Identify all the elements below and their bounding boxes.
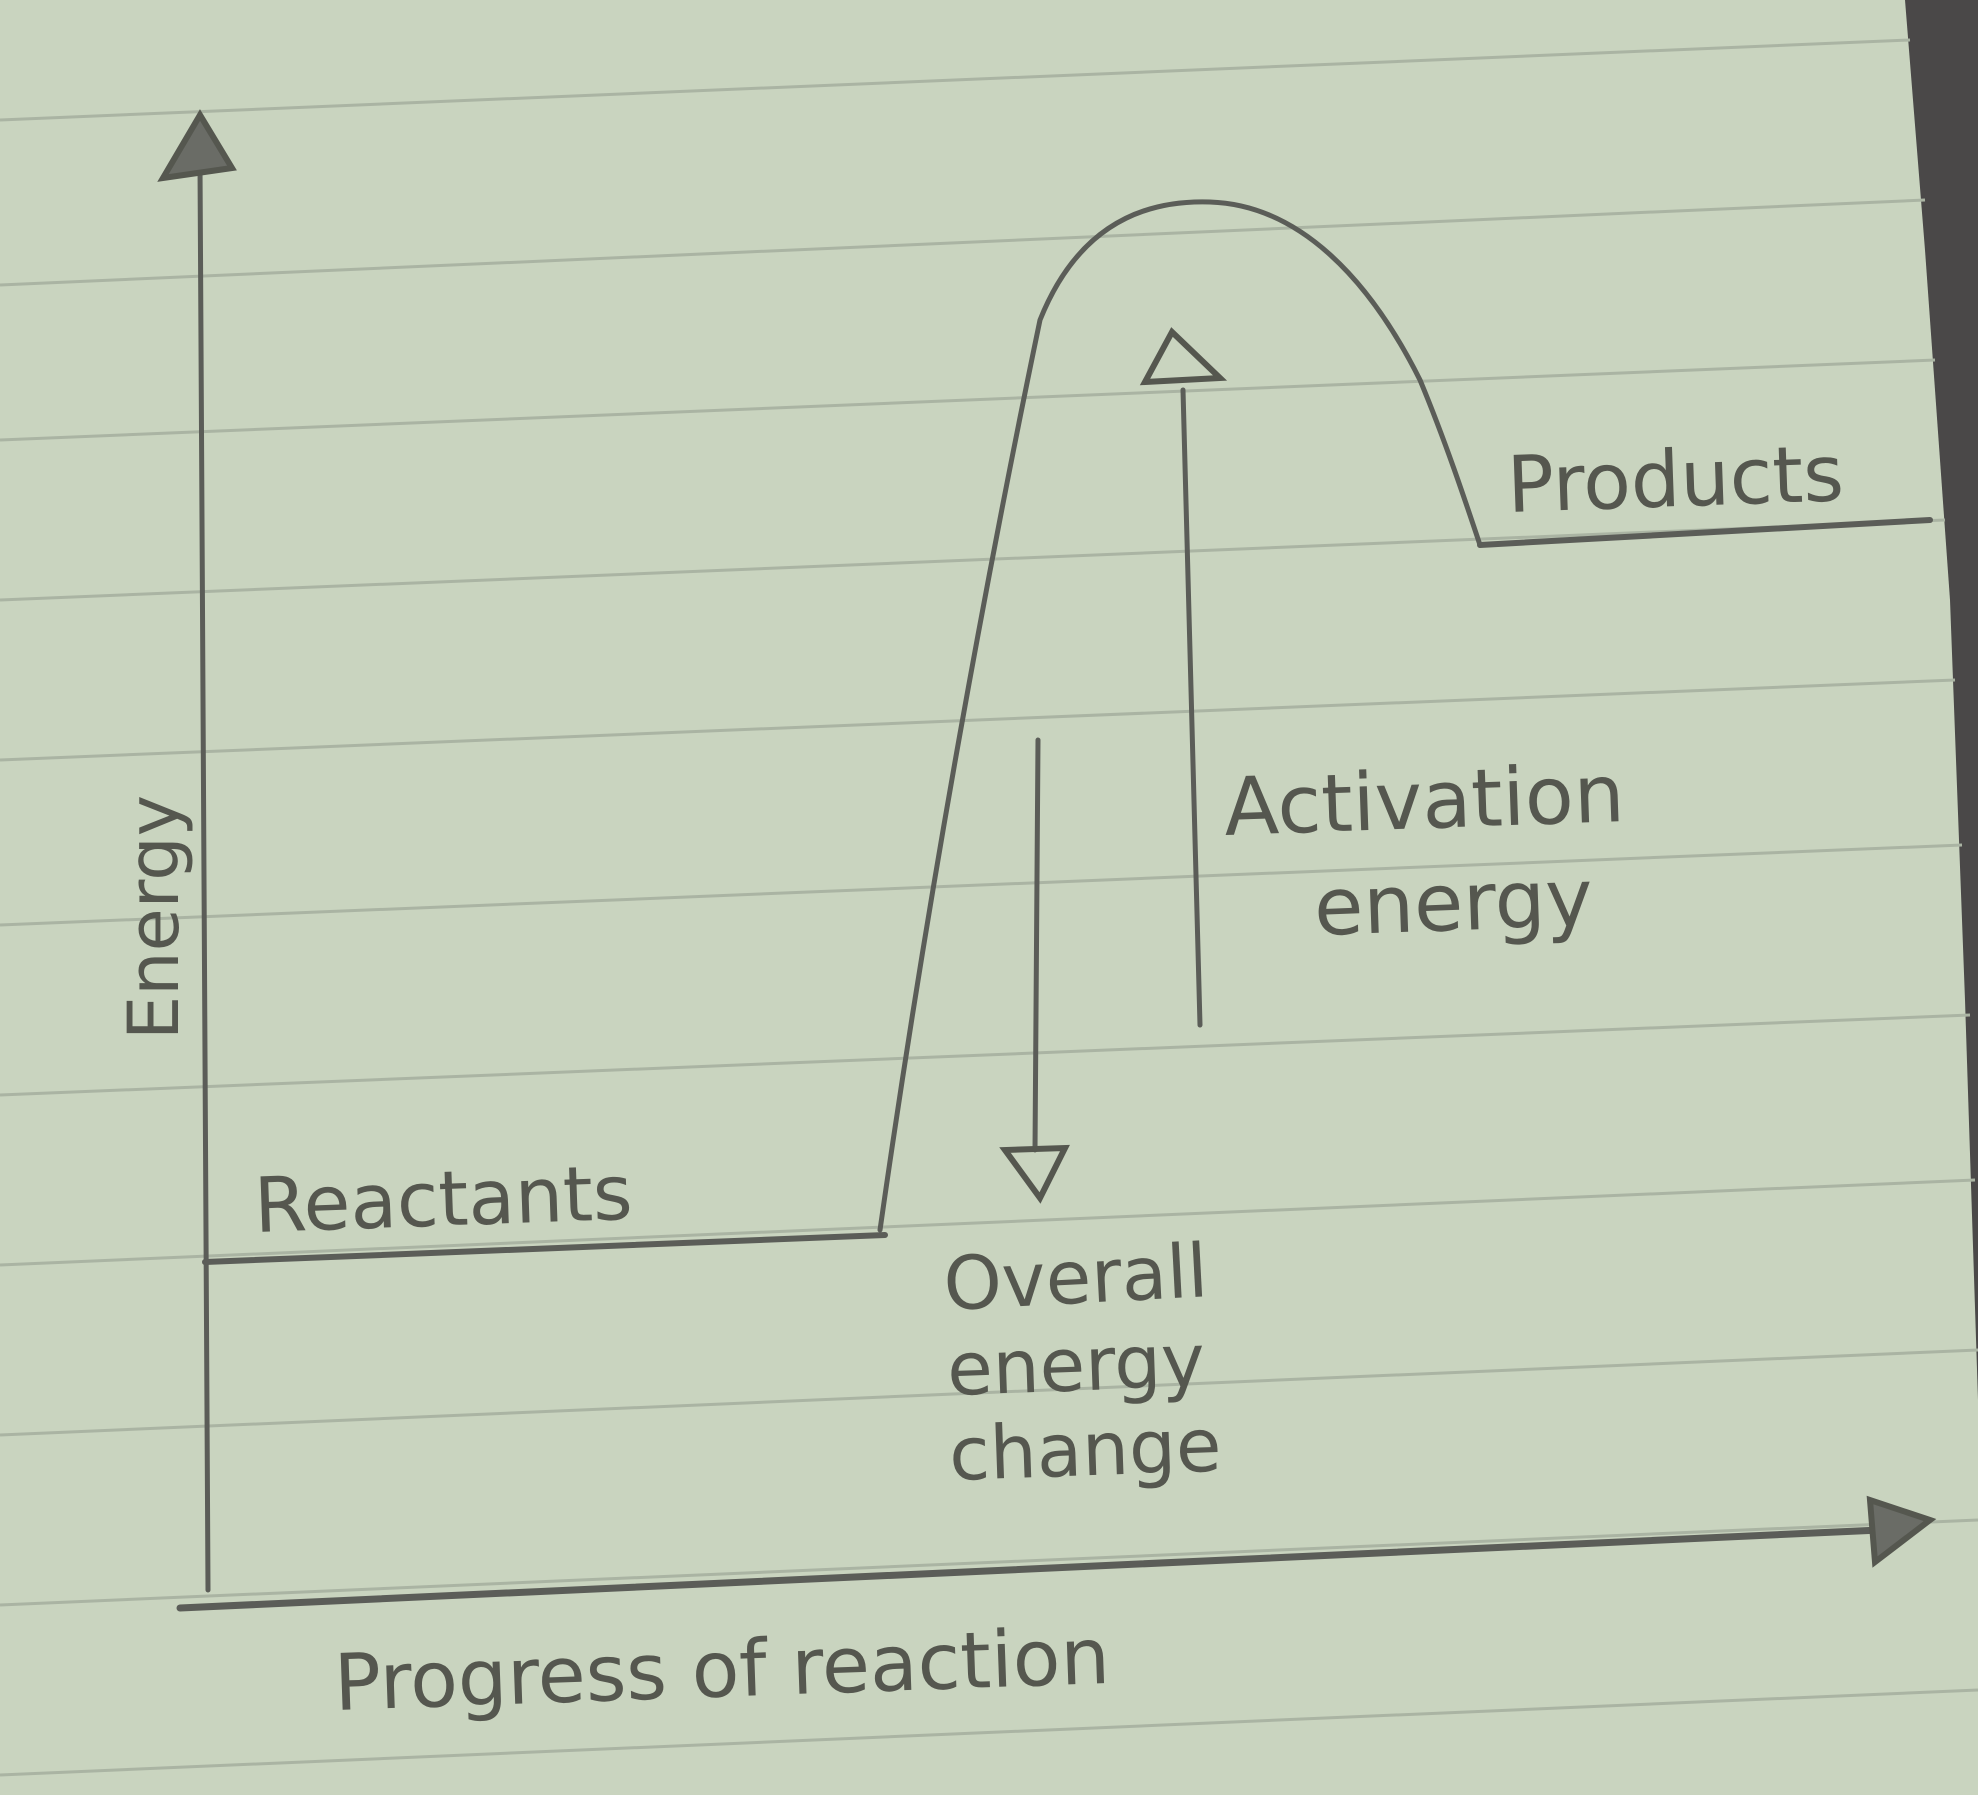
reactants-level: [202, 1232, 888, 1265]
activation-label-line1: Activation: [1222, 747, 1626, 854]
ruled-line: [0, 843, 1963, 927]
products-level: [1477, 517, 1933, 548]
products-label: Products: [1506, 429, 1846, 531]
activation-energy-arrow: [1180, 387, 1203, 1028]
activation-arrowhead: [1139, 327, 1228, 386]
reaction-curve: [877, 199, 1483, 1233]
ruled-line: [0, 1688, 1978, 1777]
overall-label-line2: energy: [946, 1318, 1207, 1413]
overall-energy-change-arrow: [1032, 737, 1041, 1153]
overall-label-line1: Overall: [941, 1228, 1210, 1328]
overall-label-line3: change: [948, 1403, 1223, 1498]
x-axis: [176, 1526, 1884, 1612]
ruled-line: [0, 1178, 1976, 1267]
overall-change-arrowhead: [999, 1144, 1070, 1204]
y-axis: [197, 162, 211, 1593]
ruled-line: [0, 678, 1956, 762]
y-axis-label: Energy: [113, 795, 195, 1040]
ruled-line: [0, 1518, 1978, 1607]
ruled-line: [0, 358, 1936, 442]
ruled-lines: [0, 38, 1978, 1777]
y-axis-arrowhead: [157, 109, 237, 182]
ruled-line: [0, 198, 1926, 287]
reactants-label: Reactants: [253, 1148, 634, 1250]
ruled-line: [0, 38, 1911, 122]
activation-label-line2: energy: [1312, 851, 1594, 954]
ruled-line: [0, 1348, 1978, 1437]
x-axis-arrowhead: [1866, 1495, 1937, 1568]
ruled-line: [0, 1013, 1971, 1097]
ruled-line: [0, 518, 1946, 602]
